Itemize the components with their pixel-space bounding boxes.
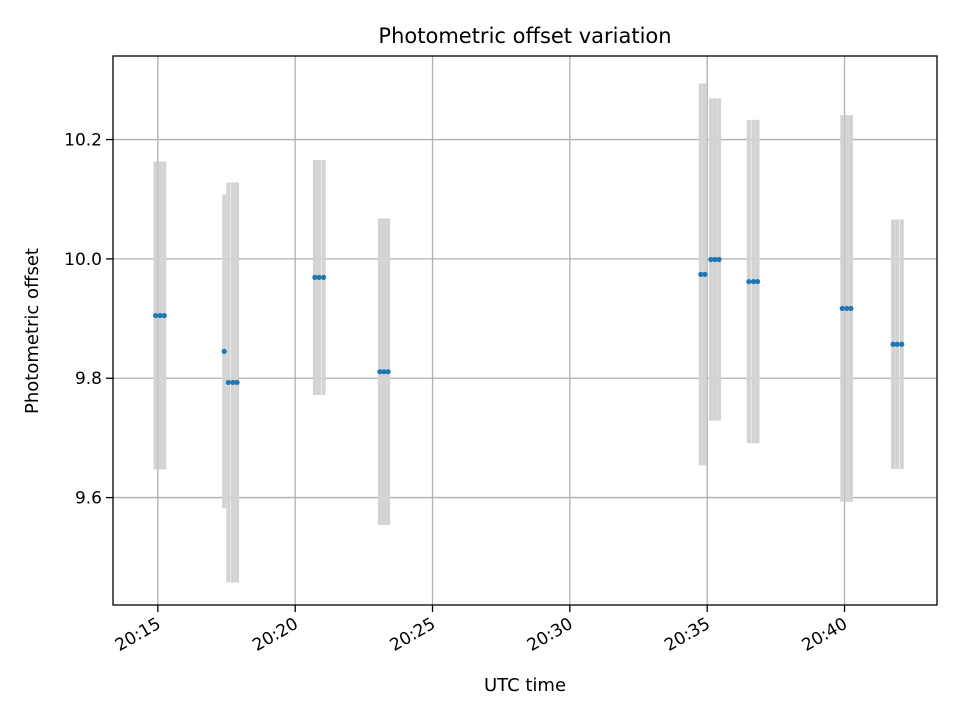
data-point — [152, 312, 159, 319]
grid-lines — [113, 56, 937, 605]
data-point — [702, 271, 708, 278]
data-point — [161, 312, 167, 319]
data-point — [839, 305, 845, 312]
data-point — [225, 379, 231, 386]
y-axis-label: Photometric offset — [22, 248, 43, 414]
data-point — [712, 256, 718, 263]
data-point — [890, 341, 896, 347]
chart-title: Photometric offset variation — [378, 24, 671, 48]
y-tick-label: 9.8 — [75, 369, 102, 389]
data-point — [234, 379, 240, 386]
data-point — [754, 278, 761, 285]
y-tick-label: 10.0 — [64, 250, 102, 270]
data-point — [320, 274, 327, 280]
data-point — [708, 256, 714, 263]
y-axis-ticks: 9.6 9.8 10.0 10.2 — [64, 131, 113, 509]
data-point — [894, 341, 900, 347]
y-tick-label: 9.6 — [75, 489, 102, 509]
data-point — [312, 274, 318, 280]
data-point — [750, 278, 757, 285]
x-axis-label: UTC time — [484, 675, 566, 696]
data-point — [381, 369, 387, 375]
data-point — [221, 348, 227, 354]
data-point — [230, 379, 236, 386]
plot-frame — [112, 55, 938, 606]
data-points — [152, 256, 905, 386]
data-point — [157, 312, 163, 319]
y-tick-label: 10.2 — [64, 131, 102, 151]
data-point — [844, 305, 850, 312]
data-point — [746, 278, 752, 285]
data-point — [716, 256, 722, 263]
data-point — [385, 369, 391, 375]
data-point — [899, 341, 905, 347]
data-point — [848, 305, 854, 312]
data-point — [316, 274, 322, 280]
data-point — [698, 271, 704, 278]
data-point — [377, 369, 383, 375]
